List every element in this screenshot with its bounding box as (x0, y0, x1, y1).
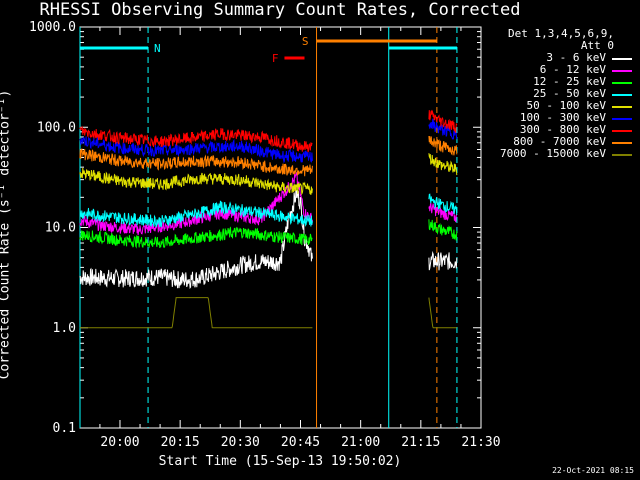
legend-item: 50 - 100 keV (480, 100, 636, 112)
legend: Det 1,3,4,5,6,9, Att 0 3 - 6 keV 6 - 12 k… (480, 28, 636, 160)
legend-item-label: 300 - 800 keV (519, 123, 606, 136)
legend-item-swatch (612, 94, 632, 96)
x-axis-label: Start Time (15-Sep-13 19:50:02) (158, 454, 402, 469)
series-line (428, 153, 458, 176)
y-tick-label: 10.0 (45, 221, 76, 236)
legend-item-swatch (612, 142, 632, 144)
legend-item-label: 12 - 25 keV (533, 75, 606, 88)
footer-timestamp: 22-Oct-2021 08:15 (552, 466, 634, 475)
series-line (428, 219, 458, 241)
x-tick-label: 21:30 (461, 435, 500, 450)
legend-item: 300 - 800 keV (480, 124, 636, 136)
series-line (79, 148, 313, 177)
legend-item: 25 - 50 keV (480, 88, 636, 100)
legend-item: 800 - 7000 keV (480, 136, 636, 148)
legend-item-swatch (612, 70, 632, 72)
legend-header-attenuator: Att 0 (580, 39, 614, 52)
y-tick-label: 0.1 (53, 421, 76, 436)
x-tick-label: 20:15 (161, 435, 200, 450)
series-line (79, 297, 313, 329)
flag-label: N (154, 42, 161, 55)
series-line (428, 118, 458, 140)
legend-item: 12 - 25 keV (480, 76, 636, 88)
y-axis-label: Corrected Count Rate (s⁻¹ detector⁻¹) (0, 89, 13, 380)
series-line (428, 297, 457, 329)
legend-item-swatch (612, 130, 632, 132)
series-line (428, 250, 458, 271)
legend-item-label: 6 - 12 keV (539, 63, 606, 76)
series-line (79, 186, 313, 289)
flag-label: S (302, 35, 309, 48)
legend-item-label: 100 - 300 keV (519, 111, 606, 124)
legend-item-swatch (612, 58, 632, 60)
legend-header-detectors: Det 1,3,4,5,6,9, (508, 27, 614, 40)
x-tick-label: 20:45 (281, 435, 320, 450)
series-line (79, 226, 313, 249)
y-tick-label: 100.0 (37, 120, 76, 135)
legend-item-label: 3 - 6 keV (546, 51, 606, 64)
legend-item-swatch (612, 118, 632, 120)
series-line (428, 109, 458, 134)
legend-item: 7000 - 15000 keV (480, 148, 636, 160)
x-tick-label: 20:30 (221, 435, 260, 450)
legend-item-swatch (612, 82, 632, 84)
flag-label: F (272, 52, 279, 65)
legend-rows: 3 - 6 keV 6 - 12 keV 12 - 25 keV 25 - 50 ke… (480, 52, 636, 160)
series-line (428, 202, 458, 223)
legend-item-label: 7000 - 15000 keV (500, 147, 606, 160)
series-line (79, 167, 313, 196)
x-tick-label: 20:00 (100, 435, 139, 450)
series-line (79, 136, 313, 164)
legend-item: 100 - 300 keV (480, 112, 636, 124)
y-tick-label: 1000.0 (29, 20, 76, 35)
x-tick-label: 21:00 (341, 435, 380, 450)
x-tick-label: 21:15 (401, 435, 440, 450)
chart-title: RHESSI Observing Summary Count Rates, Co… (39, 0, 521, 20)
y-tick-label: 1.0 (53, 321, 76, 336)
series-line (428, 193, 458, 216)
legend-item-label: 800 - 7000 keV (513, 135, 606, 148)
legend-item-label: 25 - 50 keV (533, 87, 606, 100)
series-line (79, 126, 313, 153)
legend-item: 6 - 12 keV (480, 64, 636, 76)
legend-item: 3 - 6 keV (480, 52, 636, 64)
series-line (428, 135, 458, 156)
series-line (79, 200, 313, 228)
legend-item-swatch (612, 106, 632, 108)
legend-item-label: 50 - 100 keV (526, 99, 606, 112)
legend-item-swatch (612, 154, 632, 156)
